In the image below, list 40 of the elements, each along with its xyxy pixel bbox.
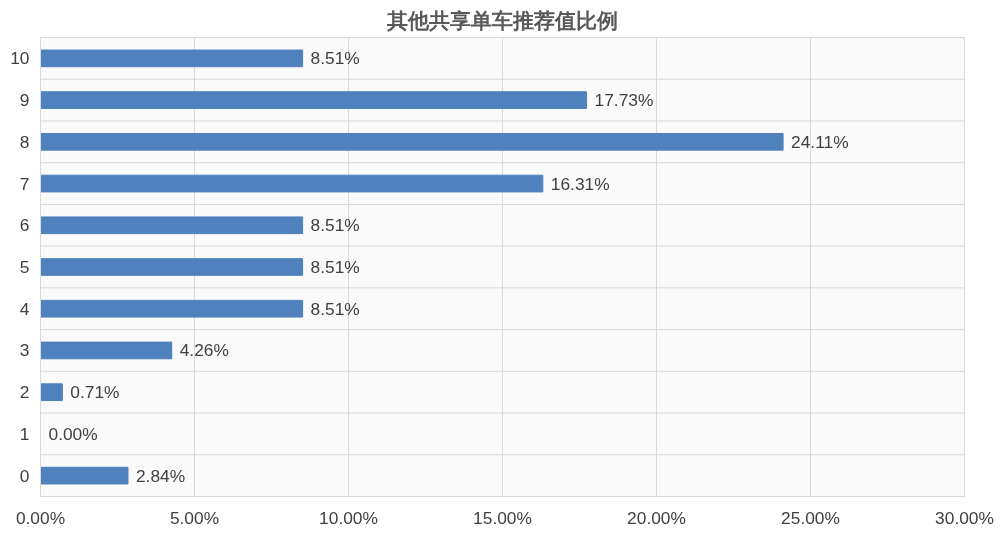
y-tick-label: 2	[19, 382, 30, 403]
bar	[40, 383, 63, 402]
data-label: 0.71%	[70, 382, 120, 403]
x-tick-label: 30.00%	[935, 507, 994, 528]
bar	[40, 132, 784, 151]
y-tick-label: 0	[19, 465, 30, 486]
bar	[40, 258, 304, 276]
data-label: 2.84%	[135, 465, 186, 486]
x-tick-label: 15.00%	[473, 507, 532, 528]
data-label: 8.51%	[310, 215, 360, 236]
data-label: 8.51%	[310, 48, 360, 69]
data-label: 8.51%	[310, 298, 360, 319]
y-tick-label: 5	[19, 257, 30, 277]
y-tick-label: 10	[10, 48, 30, 69]
y-tick-label: 7	[19, 173, 30, 194]
y-tick-label: 6	[19, 215, 30, 236]
y-tick-label: 4	[19, 298, 30, 319]
x-tick-label: 25.00%	[781, 507, 840, 528]
bar	[40, 91, 588, 109]
bar	[40, 216, 304, 235]
x-tick-label: 5.00%	[169, 507, 220, 528]
y-tick-label: 8	[19, 131, 30, 152]
data-label: 8.51%	[310, 257, 360, 277]
chart-title: 其他共享单车推荐值比例	[386, 7, 618, 33]
x-tick-label: 20.00%	[627, 507, 686, 528]
x-tick-label: 0.00%	[15, 507, 66, 528]
bar	[40, 174, 544, 193]
y-tick-label: 3	[19, 340, 30, 361]
data-label: 4.26%	[179, 340, 229, 361]
bar	[40, 49, 304, 68]
data-label: 0.00%	[48, 423, 98, 444]
bar	[40, 466, 129, 485]
y-tick-label: 9	[19, 90, 30, 111]
x-tick-label: 10.00%	[319, 507, 378, 528]
y-tick-label: 1	[19, 423, 30, 444]
data-label: 24.11%	[791, 131, 849, 152]
bar	[40, 341, 173, 360]
data-label: 16.31%	[550, 173, 610, 194]
data-label: 17.73%	[594, 90, 654, 111]
bar	[40, 299, 304, 318]
